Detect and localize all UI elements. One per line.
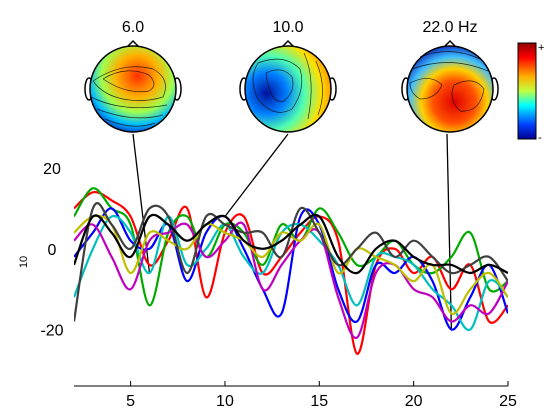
- topomap-label-10hz: 10.0: [272, 19, 303, 36]
- x-axis-ticks: 5 10 15 20 25: [126, 381, 517, 410]
- topomap-22hz: 22.0 Hz: [401, 19, 499, 133]
- series-line-2: [74, 207, 508, 331]
- topomaps: 6.0 10.0: [84, 19, 499, 133]
- x-tick-label-10: 10: [216, 393, 234, 410]
- connector-line-22hz: [446, 133, 453, 330]
- y-tick-label-1: 0: [48, 242, 57, 259]
- x-tick-label-20: 20: [405, 393, 423, 410]
- y-tick-label-2: -20: [40, 323, 63, 340]
- colorbar-max-label: +: [538, 42, 544, 54]
- axes: 5 10 15 20 25 20 0 -20 10: [18, 161, 517, 410]
- topomap-label-22hz: 22.0 Hz: [422, 19, 477, 36]
- series-line-6: [74, 202, 508, 322]
- series-line-1: [74, 187, 508, 307]
- topomap-10hz: 10.0: [239, 19, 337, 133]
- topomap-label-6hz: 6.0: [122, 19, 144, 36]
- colorbar-min-label: -: [538, 132, 542, 144]
- y-tick-label-0: 20: [43, 161, 61, 178]
- series-line-3: [74, 214, 508, 332]
- colorbar: + -: [517, 42, 544, 144]
- spectra-lines: [74, 187, 508, 355]
- series-line-7: [74, 213, 508, 275]
- x-tick-label-15: 15: [310, 393, 328, 410]
- topomap-6hz: 6.0: [84, 19, 182, 133]
- y-axis-ticks: 20 0 -20: [40, 161, 63, 339]
- y-axis-label: 10: [18, 256, 30, 268]
- connector-line-10hz: [224, 133, 289, 217]
- x-tick-label-5: 5: [126, 393, 135, 410]
- series-line-4: [74, 221, 508, 339]
- x-tick-label-25: 25: [499, 393, 517, 410]
